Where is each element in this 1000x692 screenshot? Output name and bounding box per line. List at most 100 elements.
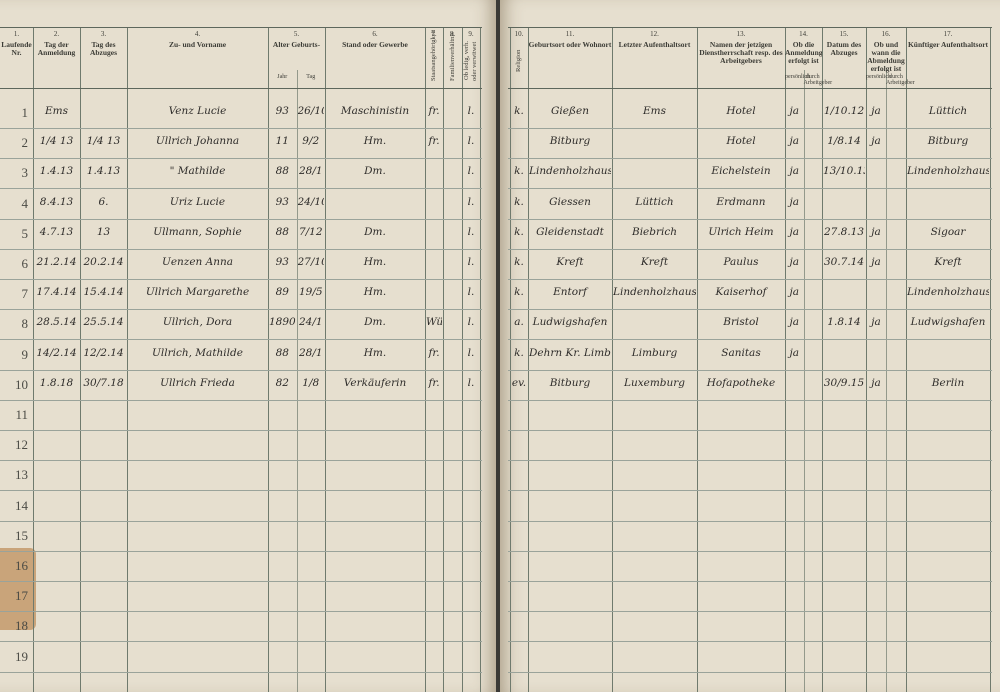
- entry-abzug: 12/2.14: [83, 346, 124, 359]
- column-subheader: durch Arbeitgeber: [886, 74, 915, 86]
- row-line: [0, 369, 482, 371]
- column-number: 9.: [468, 30, 474, 38]
- row-line: [508, 581, 992, 582]
- row-line: [508, 611, 992, 613]
- column-header: 1. Laufende Nr.: [0, 30, 33, 86]
- column-line: [906, 27, 907, 692]
- entry-persoenlich: ja: [789, 225, 799, 238]
- entry-tag: 26/10: [297, 105, 325, 117]
- column-header: 2. Tag der Anmeldung: [33, 30, 80, 86]
- left-page: [0, 0, 496, 692]
- column-header: 11. Geburtsort oder Wohnort: [528, 30, 612, 86]
- column-header: 4. Zu- und Vorname: [127, 30, 268, 86]
- column-line: [697, 27, 698, 692]
- entry-jahr: 93: [275, 256, 289, 268]
- row-number: 1: [21, 105, 29, 120]
- entry-arbeitgeber: Bristol: [723, 316, 759, 329]
- column-header: 6. Stand oder Gewerbe: [325, 30, 425, 86]
- entry-religion: k.: [514, 256, 524, 268]
- entry-arbeitgeber: Hotel: [726, 105, 756, 117]
- column-number: 6.: [372, 30, 378, 38]
- entry-staat: Württbg: [426, 316, 442, 329]
- column-line: [268, 27, 269, 692]
- column-subheader: Jahr: [277, 74, 288, 80]
- entry-persoenlich: ja: [789, 195, 799, 208]
- row-line: [508, 369, 992, 371]
- column-header: 15. Datum des Abzuges: [822, 30, 866, 86]
- column-number: 8.: [449, 30, 456, 38]
- row-line: [0, 581, 482, 582]
- row-line: [508, 490, 992, 492]
- row-number: 18: [15, 618, 28, 634]
- row-line: [508, 158, 992, 160]
- row-number: 2: [21, 135, 29, 151]
- header-top-line: [0, 27, 482, 28]
- column-line: [33, 27, 34, 692]
- row-number: 7: [21, 286, 29, 302]
- entry-stand: Hm.: [363, 256, 387, 268]
- column-number: 3.: [100, 30, 107, 38]
- entry-datum: 27.8.13: [823, 225, 865, 238]
- entry-persoenlich: ja: [789, 256, 799, 268]
- entry-kuenftig: Lindenholzhausen: [907, 286, 989, 299]
- entry-tag: 19/5: [298, 286, 323, 299]
- column-line: [425, 27, 426, 692]
- entry-jahr: 93: [275, 195, 289, 208]
- column-label: Ob die Anmeldung erfolgt ist: [785, 40, 822, 65]
- entry-abmeldung: ja: [871, 256, 881, 268]
- row-line: [0, 399, 482, 401]
- entry-geburtsort: Gleidenstadt: [536, 225, 604, 238]
- entry-tag: 27/10: [297, 256, 325, 268]
- entry-abzug: 6.: [98, 195, 109, 208]
- column-number: 2.: [53, 30, 60, 38]
- entry-tag: 24/1: [298, 316, 323, 329]
- column-header: 8. Familienverhältnis: [443, 30, 462, 86]
- entry-stand: Dm.: [364, 225, 386, 238]
- entry-anmeldung: 17.4.14: [36, 286, 77, 299]
- column-label: Geburtsort oder Wohnort: [528, 40, 612, 49]
- entry-geburtsort: Giessen: [549, 195, 591, 208]
- entry-persoenlich: ja: [789, 286, 799, 299]
- entry-name: Ullmann, Sophie: [153, 225, 242, 238]
- column-line: [510, 27, 511, 692]
- entry-tag: 1/8: [302, 376, 320, 389]
- column-label: Familienverhältnis: [448, 32, 456, 81]
- entry-stand: Hm.: [363, 286, 387, 299]
- row-number: 8: [21, 316, 29, 332]
- column-number: 15.: [839, 30, 849, 38]
- entry-geburtsort: Gießen: [551, 105, 589, 117]
- column-label: Staatsangehörigkeit: [430, 30, 437, 81]
- row-line: [508, 671, 992, 673]
- entry-ledig: l.: [467, 346, 475, 359]
- entry-geburtsort: Ludwigshafen: [532, 316, 608, 329]
- entry-letzter: Lindenholzhausen: [613, 286, 696, 299]
- entry-persoenlich: ja: [789, 346, 799, 359]
- subcolumn-line: [296, 70, 298, 692]
- row-number: 17: [15, 588, 28, 604]
- column-number: 5.: [293, 30, 300, 38]
- entry-arbeitgeber: Kaiserhof: [715, 286, 767, 299]
- row-line: [508, 218, 992, 220]
- entry-arbeitgeber: Ulrich Heim: [708, 225, 774, 238]
- entry-religion: k.: [514, 225, 524, 238]
- entry-ledig: l.: [467, 165, 475, 178]
- row-line: [508, 309, 992, 311]
- entry-datum: 1.8.14: [827, 316, 861, 329]
- entry-name: Ullrich Frieda: [160, 376, 235, 389]
- entry-persoenlich: ja: [789, 316, 799, 329]
- entry-anmeldung: 4.7.13: [39, 225, 74, 238]
- column-line: [822, 27, 823, 692]
- row-line: [0, 550, 482, 552]
- entry-jahr: 82: [275, 376, 289, 389]
- entry-letzter: Ems: [642, 105, 666, 117]
- index-tab: [0, 548, 36, 630]
- entry-letzter: Limburg: [631, 346, 678, 359]
- column-line: [785, 27, 786, 692]
- entry-jahr: 93: [275, 105, 289, 117]
- entry-jahr: 1890: [269, 316, 296, 329]
- entry-abzug: 1/4 13: [86, 135, 121, 148]
- entry-name: Ullrich, Mathilde: [152, 346, 243, 359]
- column-number: 4.: [194, 30, 201, 38]
- entry-geburtsort: Dehrn Kr. Limburg: [529, 346, 611, 359]
- entry-arbeitgeber: Paulus: [723, 256, 759, 268]
